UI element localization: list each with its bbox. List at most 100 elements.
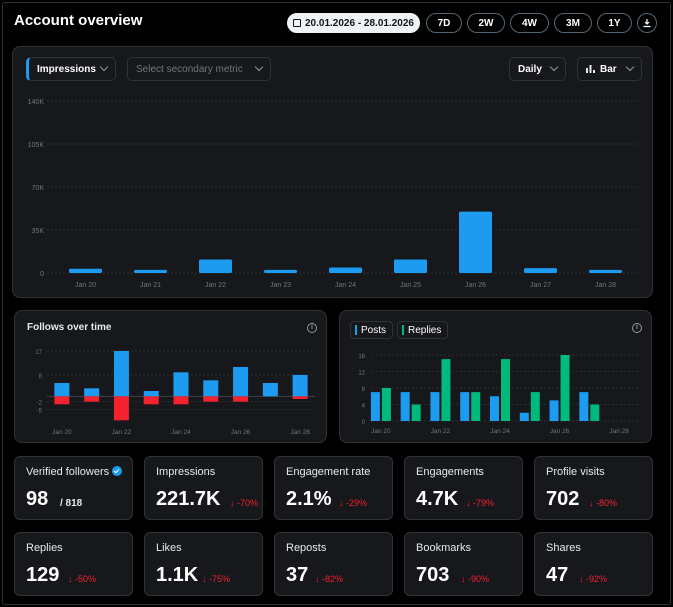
stat-value: 4.7K [416,488,459,510]
stat-label: Shares [546,542,581,554]
x-tick-label: Jan 25 [400,282,421,289]
y-tick-label: 70K [32,185,45,192]
x-tick-label: Jan 26 [550,428,570,435]
stat-verified-followers: Verified followers 98 / 818 [14,456,133,520]
y-tick-label: 0 [362,420,366,426]
granularity-label: Daily [518,63,542,75]
unfollows-bar [203,396,219,402]
stat-change: ↓ -29% [339,498,368,508]
unfollows-bar [233,396,249,402]
x-tick-label: Jan 24 [335,282,356,289]
stat-change: ↓ -92% [579,574,608,584]
y-tick-label: -2 [37,401,43,407]
stat-change: ↓ -82% [315,574,344,584]
range-1y-button[interactable]: 1Y [597,13,632,33]
primary-metric-select[interactable]: Impressions [26,57,116,81]
chevron-down-icon [99,62,109,72]
posts-bar [430,392,440,421]
unfollows-bar [173,396,189,405]
chevron-down-icon [549,62,559,72]
bar [329,267,362,273]
stat-bookmarks: Bookmarks 703 ↓ -90% [404,532,523,596]
bar [459,211,492,273]
y-tick-label: 0 [40,271,44,278]
stat-total: / 818 [60,498,83,509]
posts-bar [460,392,470,421]
follows-bar [173,372,189,397]
follows-bar [203,380,219,397]
bar [589,269,622,273]
y-tick-label: -5 [37,409,43,415]
unfollows-bar [292,396,308,399]
legend-posts[interactable]: Posts [350,321,394,339]
follows-chart: -5 -2 8 17 Jan 20 Jan 22 Jan 24 Jan 26 Jan 28 [35,350,315,436]
stat-engagements: Engagements 4.7K ↓ -79% [404,456,523,520]
unfollows-bar [54,396,70,405]
date-range-button[interactable]: 20.01.2026 - 28.01.2026 [287,13,420,33]
range-3m-button[interactable]: 3M [554,13,592,33]
stat-value: 702 [546,488,580,510]
stat-label: Profile visits [546,466,605,478]
stat-change: ↓ -79% [466,498,495,508]
stat-label: Engagements [416,466,484,478]
posts-bar [370,392,380,421]
range-4w-button[interactable]: 4W [510,13,549,33]
stat-label: Replies [26,542,63,554]
stat-reposts: Reposts 37 ↓ -82% [274,532,393,596]
granularity-select[interactable]: Daily [509,57,566,81]
x-tick-label: Jan 20 [52,429,72,436]
unfollows-bar [143,396,159,405]
info-icon[interactable]: i [307,323,317,333]
follows-bar [262,383,278,397]
chevron-down-icon [625,62,635,72]
secondary-metric-placeholder: Select secondary metric [136,63,243,75]
stat-likes: Likes 1.1K ↓ -75% [144,532,263,596]
x-tick-label: Jan 27 [530,282,551,289]
stat-label: Engagement rate [286,466,371,478]
secondary-metric-select[interactable]: Select secondary metric [127,57,271,81]
posts-bar [400,392,410,421]
bar [134,269,167,273]
posts-swatch [355,325,357,335]
download-icon [643,19,651,28]
follows-bar [54,383,70,397]
range-7d-button[interactable]: 7D [426,13,462,33]
y-tick-label: 8 [39,374,43,380]
bar [394,259,427,273]
follows-title: Follows over time [27,322,112,333]
x-tick-label: Jan 24 [490,428,510,435]
stat-replies: Replies 129 ↓ -50% [14,532,133,596]
download-button[interactable] [637,13,657,33]
x-tick-label: Jan 20 [371,428,391,435]
x-tick-label: Jan 23 [270,282,291,289]
stat-value: 221.7K [156,488,221,510]
posts-bar [490,396,499,421]
stat-label: Verified followers [26,466,123,478]
stat-label: Impressions [156,466,216,478]
range-2w-button[interactable]: 2W [467,13,505,33]
stat-change: ↓ -50% [68,574,97,584]
y-tick-label: 35K [32,228,45,235]
follows-bar [292,375,308,397]
follows-card: Follows over time i -5 -2 8 17 Jan 20 Jan 22 J… [14,310,327,443]
chart-type-select[interactable]: Bar [577,57,642,81]
y-tick-label: 16 [358,354,365,360]
bar-chart-icon [586,65,595,73]
replies-bar [381,388,391,421]
follows-bar [84,388,100,397]
x-tick-label: Jan 21 [140,282,161,289]
y-tick-label: 105K [28,142,45,149]
x-tick-label: Jan 28 [290,429,310,436]
stat-value: 703 [416,564,450,586]
info-icon[interactable]: i [632,323,642,333]
x-tick-label: Jan 24 [171,429,191,436]
stat-impressions: Impressions 221.7K ↓ -70% [144,456,263,520]
x-tick-label: Jan 26 [231,429,251,436]
follows-bar [113,351,129,397]
stat-change: ↓ -80% [589,498,618,508]
stat-value: 2.1% [286,488,332,510]
x-tick-label: Jan 22 [112,429,132,436]
legend-replies-label: Replies [408,324,442,336]
x-tick-label: Jan 22 [431,428,451,435]
legend-replies[interactable]: Replies [397,321,449,339]
